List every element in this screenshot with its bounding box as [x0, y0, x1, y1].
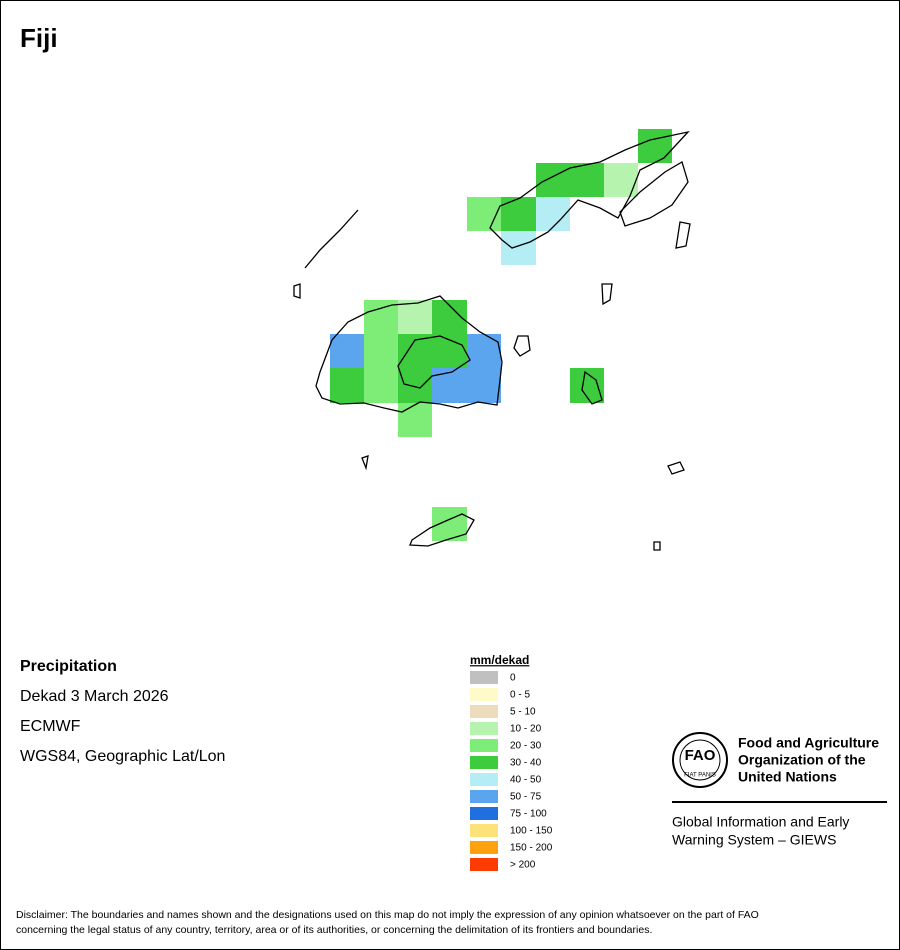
title: Fiji — [20, 23, 58, 53]
legend-label: 30 - 40 — [510, 758, 542, 769]
legend-swatch — [470, 841, 498, 854]
legend-label: 20 - 30 — [510, 741, 542, 752]
precip-grid — [330, 129, 672, 541]
legend-label: > 200 — [510, 860, 536, 871]
legend-swatch — [470, 790, 498, 803]
legend-swatch — [470, 722, 498, 735]
legend-label: 0 - 5 — [510, 690, 530, 701]
legend-swatch — [470, 824, 498, 837]
org-name: Food and Agriculture — [738, 735, 879, 751]
legend-label: 10 - 20 — [510, 724, 542, 735]
legend-label: 100 - 150 — [510, 826, 553, 837]
legend: 0 0 - 5 5 - 10 10 - 20 20 - 30 30 - 40 40 - 50… — [470, 671, 553, 871]
legend-swatch — [470, 773, 498, 786]
legend-swatch — [470, 807, 498, 820]
legend-swatch — [470, 739, 498, 752]
legend-swatch — [470, 705, 498, 718]
legend-swatch — [470, 688, 498, 701]
logo-motto: FIAT PANIS — [684, 773, 716, 779]
logo-mark: FAO — [685, 747, 716, 764]
coastlines — [293, 130, 691, 551]
org-name: Organization of the — [738, 752, 866, 768]
system-name: Warning System – GIEWS — [672, 832, 836, 848]
info-line: ECMWF — [20, 718, 81, 735]
legend-swatch — [470, 671, 498, 684]
info-heading: Precipitation — [20, 658, 117, 675]
info-line: WGS84, Geographic Lat/Lon — [20, 748, 225, 765]
disclaimer: Disclaimer: The boundaries and names sho… — [16, 909, 759, 921]
legend-label: 50 - 75 — [510, 792, 542, 803]
legend-label: 5 - 10 — [510, 707, 536, 718]
legend-label: 0 — [510, 673, 516, 684]
legend-label: 75 - 100 — [510, 809, 547, 820]
legend-swatch — [470, 858, 498, 871]
system-name: Global Information and Early — [672, 814, 849, 830]
legend-label: 150 - 200 — [510, 843, 553, 854]
org-name: United Nations — [738, 769, 837, 785]
legend-title: mm/dekad — [470, 653, 529, 667]
legend-label: 40 - 50 — [510, 775, 542, 786]
legend-swatch — [470, 756, 498, 769]
disclaimer: concerning the legal status of any count… — [16, 924, 652, 936]
info-line: Dekad 3 March 2026 — [20, 688, 169, 705]
fao-logo: FAO FIAT PANIS — [672, 732, 728, 788]
